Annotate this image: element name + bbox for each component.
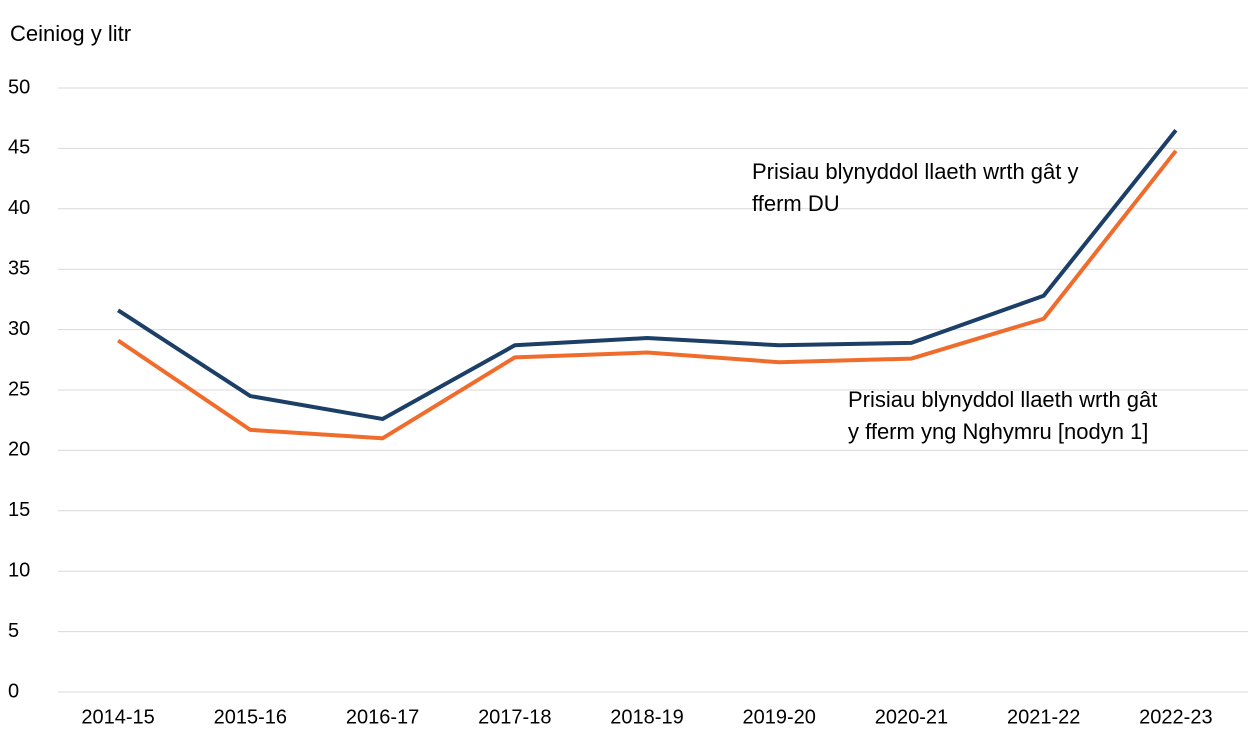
y-tick-label: 50	[8, 76, 30, 98]
x-tick-label: 2020-21	[875, 706, 948, 728]
y-tick-label: 0	[8, 680, 19, 702]
series-line	[116, 149, 1178, 441]
series-line	[117, 129, 1178, 421]
x-tick-label: 2015-16	[214, 706, 287, 728]
x-tick-label: 2018-19	[610, 706, 683, 728]
y-tick-label: 45	[8, 137, 30, 159]
x-tick-label: 2017-18	[478, 706, 551, 728]
y-tick-label: 25	[8, 378, 30, 400]
y-axis-title: Ceiniog y litr	[10, 21, 131, 46]
y-tick-label: 10	[8, 559, 30, 581]
x-tick-label: 2014-15	[81, 706, 154, 728]
series-label: Prisiau blynyddol llaeth wrth gât y ffer…	[848, 387, 1158, 444]
y-tick-label: 35	[8, 257, 30, 279]
y-tick-label: 30	[8, 318, 30, 340]
x-tick-label: 2022-23	[1139, 706, 1212, 728]
x-tick-label: 2016-17	[346, 706, 419, 728]
x-tick-label: 2021-22	[1007, 706, 1080, 728]
y-tick-label: 40	[8, 197, 30, 219]
y-tick-label: 5	[8, 620, 19, 642]
y-tick-label: 20	[8, 439, 30, 461]
series-label: Prisiau blynyddol llaeth wrth gât y ffer…	[752, 159, 1079, 216]
y-tick-label: 15	[8, 499, 30, 521]
x-tick-label: 2019-20	[743, 706, 816, 728]
